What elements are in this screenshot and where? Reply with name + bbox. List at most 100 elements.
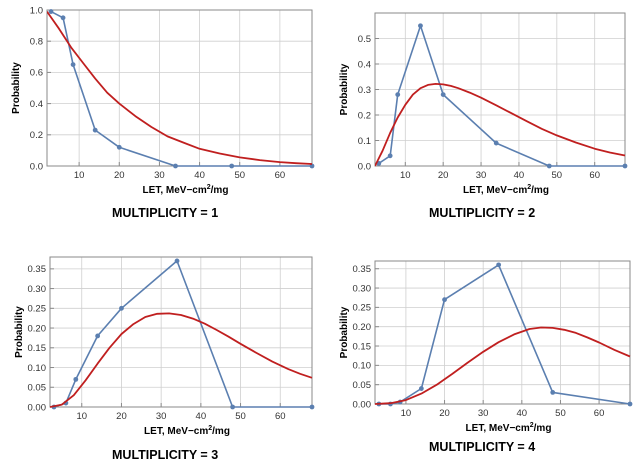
- y-tick-label: 0.00: [28, 402, 47, 413]
- x-tick-label: 60: [594, 408, 605, 419]
- y-tick-label: 0.30: [353, 283, 372, 294]
- data-point: [550, 390, 556, 395]
- x-tick-label: 10: [76, 411, 87, 422]
- data-point: [418, 386, 424, 391]
- plot-frame: [49, 256, 313, 408]
- y-tick-label: 0.10: [353, 361, 372, 372]
- measured-line: [378, 264, 631, 405]
- data-point: [627, 401, 633, 407]
- y-tick-label: 0.35: [353, 264, 372, 275]
- caption-multiplicity-1: MULTIPLICITY = 1: [112, 206, 219, 220]
- caption-multiplicity-2: MULTIPLICITY = 2: [429, 206, 536, 220]
- x-tick-label: 20: [438, 170, 449, 181]
- x-tick-label: 20: [439, 408, 450, 419]
- data-point: [92, 127, 98, 133]
- measured-line: [53, 260, 312, 408]
- x-tick-label: 60: [275, 411, 286, 422]
- x-tick-label: 60: [275, 170, 286, 181]
- y-tick-label: 0.25: [353, 303, 372, 314]
- data-point: [173, 163, 178, 169]
- y-tick-label: 0.10: [28, 363, 47, 374]
- fitted-curve: [375, 326, 631, 405]
- y-tick-label: 0.35: [28, 264, 47, 275]
- x-tick-label: 50: [235, 411, 246, 422]
- x-tick-label: 40: [514, 170, 525, 181]
- data-point: [116, 144, 122, 150]
- y-tick-label: 0.25: [28, 304, 47, 315]
- caption-multiplicity-3: MULTIPLICITY = 3: [112, 448, 219, 462]
- chart-panel-2: 10 20 30 40 50 60 0.0 0.1 0.2 0.3 0.4 0.5 LET, MeV−c…: [339, 12, 628, 196]
- y-tick-label: 0.05: [28, 383, 47, 394]
- y-tick-label: 0.05: [353, 380, 372, 391]
- chart-panel-1: 10 20 30 40 50 60 0.0 0.2 0.4 0.6 0.8 1.0 LET, MeV−c…: [11, 5, 315, 196]
- y-tick-label: 0.0: [358, 161, 371, 172]
- chart-panel-4: 10 20 30 40 50 60 0.00 0.05 0.10 0.15 0.20 0.25 0.30…: [339, 260, 633, 434]
- x-tick-label: 30: [476, 170, 487, 181]
- fitted-curve: [47, 11, 313, 165]
- y-tick-label: 1.0: [30, 5, 43, 16]
- x-tick-label: 10: [400, 170, 411, 181]
- x-tick-label: 30: [478, 408, 489, 419]
- y-axis-label: Probability: [14, 306, 25, 358]
- data-point: [442, 297, 447, 303]
- x-tick-label: 60: [589, 170, 600, 181]
- data-point: [95, 333, 101, 339]
- y-axis-label: Probability: [339, 306, 350, 358]
- x-tick-label: 40: [194, 170, 205, 181]
- x-tick-label: 50: [234, 170, 245, 181]
- data-point: [546, 163, 552, 169]
- x-tick-label: 30: [156, 411, 167, 422]
- y-tick-label: 0.15: [353, 341, 372, 352]
- y-tick-label: 0.8: [30, 37, 43, 48]
- plot-frame: [46, 9, 313, 167]
- x-axis-label: LET, MeV−cm2/mg: [144, 425, 230, 437]
- x-tick-label: 10: [74, 170, 85, 181]
- data-point: [119, 305, 124, 311]
- fitted-curve: [50, 312, 313, 408]
- data-point: [418, 23, 423, 29]
- data-point: [48, 9, 54, 14]
- x-axis-label: LET, MeV−cm2/mg: [143, 184, 229, 196]
- data-point: [440, 92, 446, 97]
- caption-multiplicity-4: MULTIPLICITY = 4: [429, 440, 536, 454]
- y-tick-label: 0.4: [358, 59, 371, 70]
- data-point: [60, 15, 66, 21]
- x-tick-label: 50: [552, 170, 563, 181]
- y-tick-label: 0.3: [358, 85, 371, 96]
- y-axis-label: Probability: [11, 62, 22, 114]
- data-point: [230, 404, 236, 410]
- data-point: [395, 92, 401, 97]
- y-tick-label: 0.1: [358, 136, 371, 147]
- y-tick-label: 0.2: [358, 110, 371, 121]
- measured-line: [50, 10, 312, 167]
- data-point: [622, 163, 628, 169]
- y-tick-label: 0.6: [30, 68, 43, 79]
- y-tick-label: 0.00: [353, 399, 372, 410]
- x-tick-label: 50: [555, 408, 566, 419]
- y-tick-label: 0.15: [28, 343, 47, 354]
- x-axis-label: LET, MeV−cm2/mg: [466, 422, 552, 434]
- x-axis-label: LET, MeV−cm2/mg: [463, 184, 549, 196]
- y-tick-label: 0.20: [353, 322, 372, 333]
- data-point: [73, 376, 79, 382]
- fitted-curve: [375, 83, 626, 167]
- x-tick-label: 40: [196, 411, 207, 422]
- data-point: [309, 404, 315, 410]
- y-tick-label: 0.0: [30, 161, 43, 172]
- x-tick-label: 10: [401, 408, 412, 419]
- x-tick-label: 40: [517, 408, 528, 419]
- data-point: [229, 163, 235, 169]
- y-tick-label: 0.30: [28, 284, 47, 295]
- data-point: [70, 62, 76, 67]
- y-tick-label: 0.5: [358, 34, 371, 45]
- data-point: [493, 140, 499, 146]
- y-tick-label: 0.2: [30, 130, 43, 141]
- data-point: [496, 262, 502, 268]
- data-point: [387, 153, 393, 159]
- x-tick-label: 20: [114, 170, 125, 181]
- chart-panel-3: 10 20 30 40 50 60 0.00 0.05 0.10 0.15 0.20 0.25 0.30…: [14, 256, 315, 437]
- x-tick-label: 20: [116, 411, 127, 422]
- plot-frame: [374, 260, 631, 405]
- data-point: [174, 258, 180, 264]
